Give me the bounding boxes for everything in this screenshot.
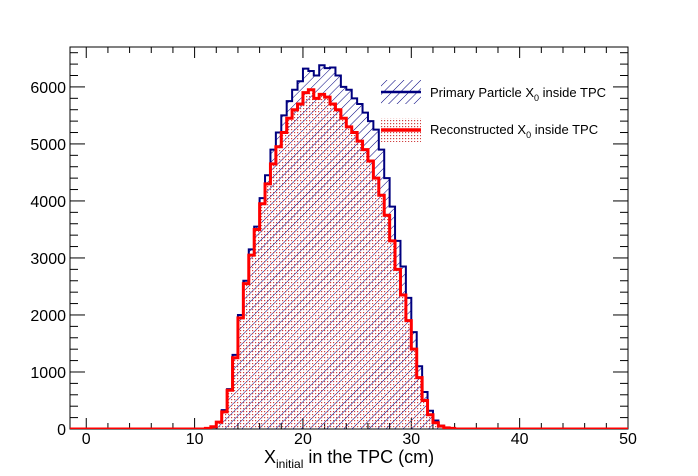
legend-label-reconstructed: Reconstructed X0 inside TPC <box>430 122 598 140</box>
histogram-outlines <box>70 64 628 429</box>
y-tick-label: 5000 <box>30 137 66 154</box>
axis-ticks <box>70 47 629 430</box>
y-tick-label: 0 <box>57 422 66 439</box>
histogram-line-series-0 <box>70 64 628 429</box>
x-tick-label: 0 <box>82 431 91 448</box>
x-tick-label: 50 <box>619 431 637 448</box>
y-tick-label: 2000 <box>30 308 66 325</box>
x-tick-label: 10 <box>186 431 204 448</box>
y-tick-label: 3000 <box>30 251 66 268</box>
x-tick-label: 20 <box>294 431 312 448</box>
x-tick-label: 40 <box>511 431 529 448</box>
legend-entry-reconstructed: Reconstructed X0 inside TPC <box>381 118 598 142</box>
y-tick-label: 1000 <box>30 365 66 382</box>
histogram-fill-series-1 <box>70 89 628 429</box>
x-axis-title: Xinitial in the TPC (cm) <box>264 447 434 471</box>
legend: Primary Particle X0 inside TPC Reconstru… <box>381 80 606 142</box>
x-tick-label: 30 <box>402 431 420 448</box>
y-tick-label: 4000 <box>30 194 66 211</box>
x-tick-labels: 0 10 20 30 40 50 <box>82 431 637 448</box>
histogram-fills <box>70 65 628 429</box>
legend-entry-primary: Primary Particle X0 inside TPC <box>381 80 606 104</box>
y-tick-label: 6000 <box>30 80 66 97</box>
histogram-line-series-1 <box>70 88 628 429</box>
legend-label-primary: Primary Particle X0 inside TPC <box>430 85 606 103</box>
y-tick-labels: 0 1000 2000 3000 4000 5000 6000 <box>30 80 66 439</box>
